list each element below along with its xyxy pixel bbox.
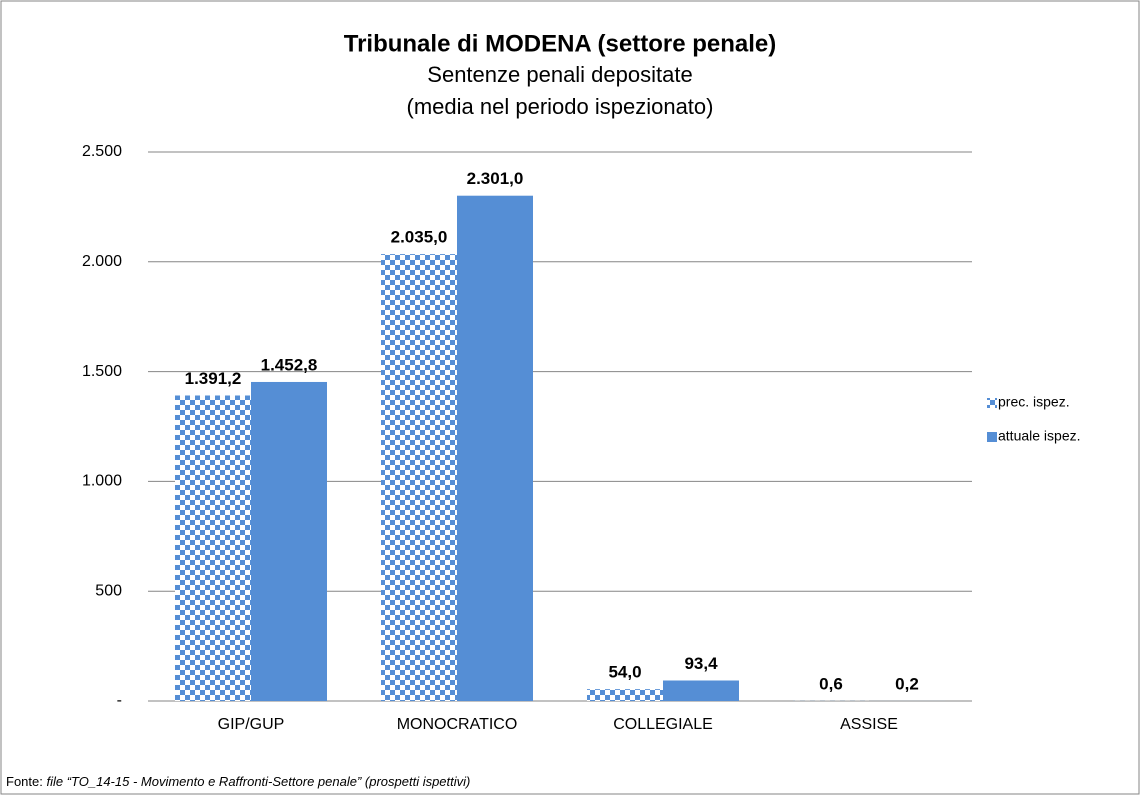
data-label: 2.035,0 <box>391 228 448 247</box>
y-tick-label: 2.500 <box>82 143 122 160</box>
y-tick-label: 1.000 <box>82 473 122 490</box>
data-label: 0,6 <box>819 674 843 693</box>
legend-label: prec. ispez. <box>998 394 1070 410</box>
data-label: 0,2 <box>895 674 919 693</box>
chart-subtitle: (media nel periodo ispezionato) <box>407 94 714 119</box>
data-label: 2.301,0 <box>467 169 524 188</box>
legend-label: attuale ispez. <box>998 428 1081 444</box>
y-tick-label: 2.000 <box>82 253 122 270</box>
y-tick-label: 500 <box>95 582 122 599</box>
x-tick-label: ASSISE <box>840 716 898 733</box>
bar <box>251 381 327 701</box>
y-tick-label: - <box>117 692 122 709</box>
bar <box>663 680 739 701</box>
bar <box>587 689 663 701</box>
data-label: 1.391,2 <box>185 369 242 388</box>
x-tick-label: COLLEGIALE <box>613 716 713 733</box>
data-label: 54,0 <box>608 663 641 682</box>
x-tick-label: MONOCRATICO <box>397 716 518 733</box>
source: Fonte: file “TO_14-15 - Movimento e Raff… <box>6 774 470 789</box>
source-label: Fonte: <box>6 774 43 789</box>
legend-swatch <box>987 398 997 408</box>
source-text: file “TO_14-15 - Movimento e Raffronti-S… <box>46 774 470 789</box>
bar <box>457 195 533 702</box>
bar <box>175 395 251 701</box>
chart-subtitle: Sentenze penali depositate <box>427 62 692 87</box>
bar <box>381 254 457 701</box>
data-label: 1.452,8 <box>261 355 318 374</box>
legend-swatch <box>987 432 997 442</box>
y-tick-label: 1.500 <box>82 363 122 380</box>
chart-title: Tribunale di MODENA (settore penale) <box>344 30 777 57</box>
x-tick-label: GIP/GUP <box>218 716 285 733</box>
data-label: 93,4 <box>684 654 718 673</box>
